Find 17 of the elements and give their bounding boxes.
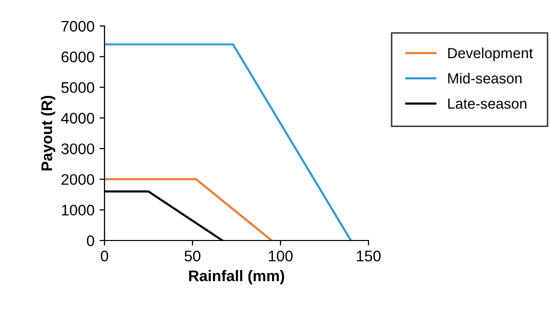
y-tick-label: 0 [86, 235, 94, 246]
y-tick-label: 7000 [62, 20, 94, 32]
legend-label: Mid-season [448, 72, 522, 84]
y-tick-label: 3000 [61, 143, 94, 154]
y-tick-label: 5000 [61, 82, 94, 93]
legend-label: Late-season [448, 98, 526, 109]
x-tick-label: 100 [268, 250, 293, 262]
x-tick-label: 50 [184, 250, 200, 262]
legend-label: Development [448, 48, 533, 62]
y-tick-label: 4000 [61, 112, 94, 124]
x-tick-label: 150 [356, 250, 381, 262]
x-tick-label: 0 [100, 250, 108, 262]
y-tick-label: 6000 [62, 52, 94, 62]
y-tick-label: 1000 [62, 204, 94, 216]
x-axis-title: Rainfall (mm) [189, 270, 284, 284]
y-tick-label: 2000 [62, 174, 94, 185]
y-axis-title: Payout (R) [40, 96, 56, 170]
